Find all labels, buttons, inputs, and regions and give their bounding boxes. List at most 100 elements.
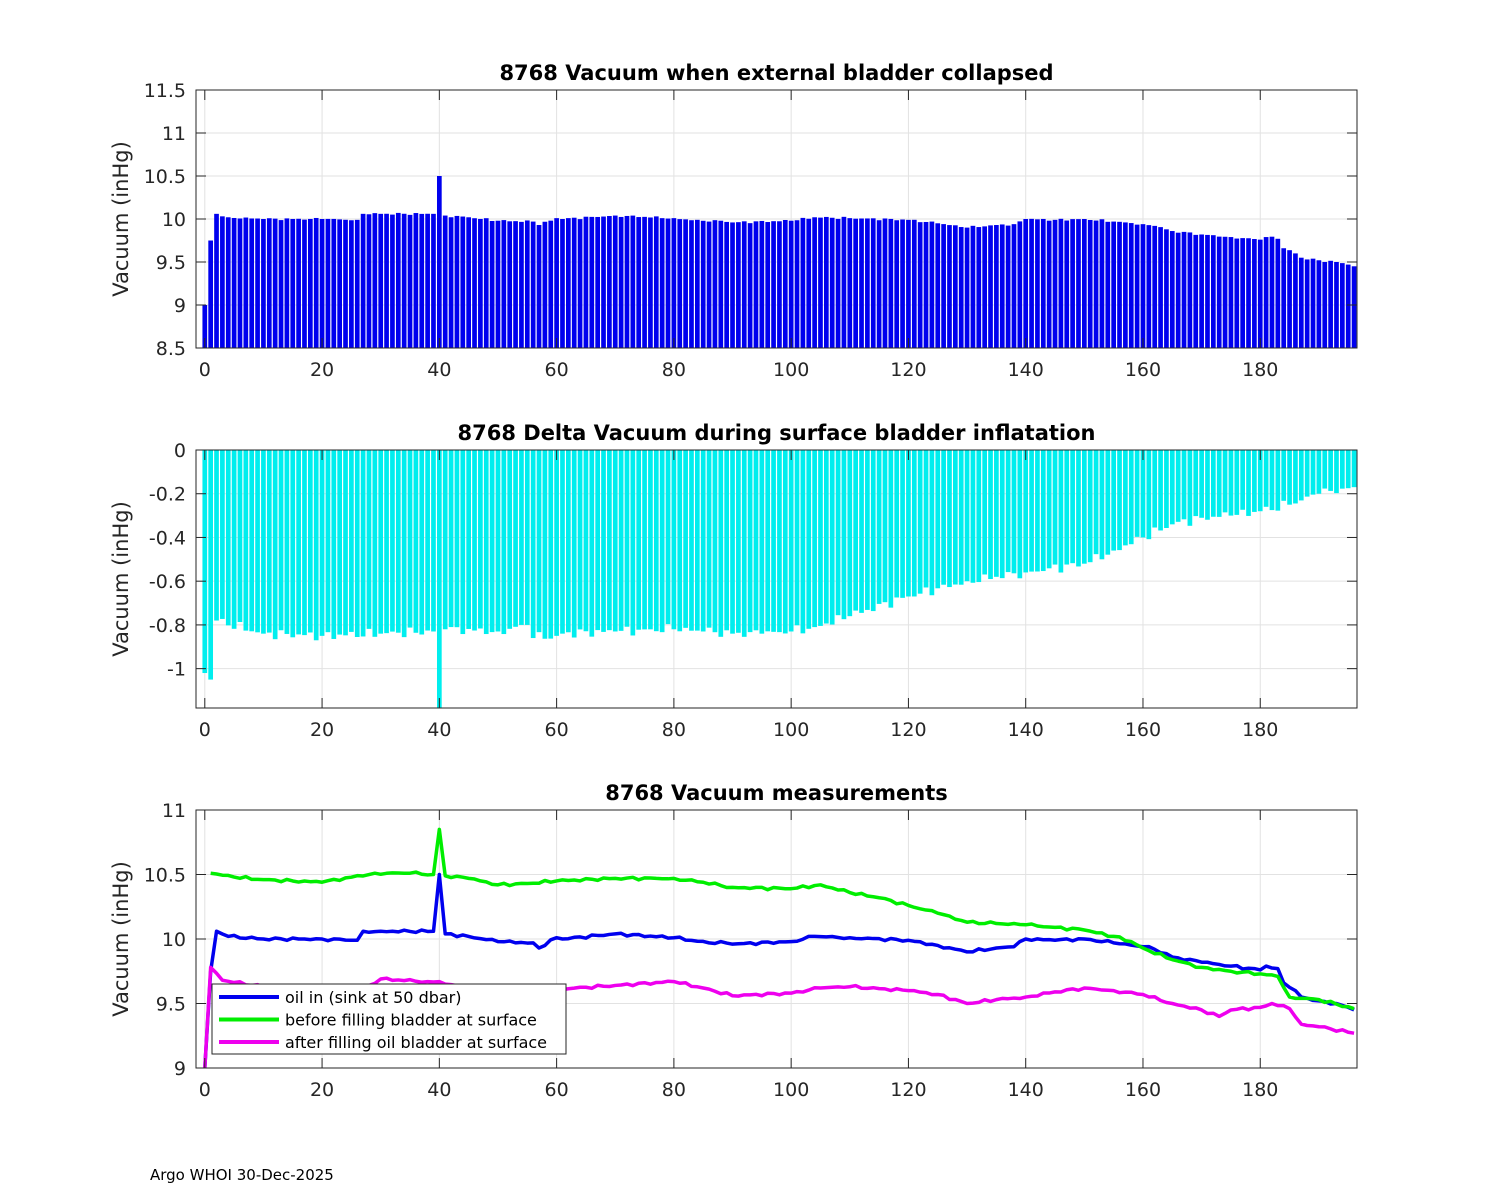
bar <box>478 450 483 629</box>
bar <box>847 450 853 617</box>
bar <box>507 450 513 629</box>
bar <box>782 450 788 634</box>
bar <box>1040 450 1046 572</box>
bar <box>431 450 436 632</box>
bar <box>724 221 730 348</box>
bar <box>1081 450 1087 564</box>
bar <box>1205 234 1210 348</box>
bar <box>771 221 776 348</box>
bar <box>612 215 618 348</box>
bar <box>331 218 337 348</box>
bar <box>507 221 513 348</box>
x-tick-label: 0 <box>199 1079 211 1101</box>
bar <box>436 450 442 708</box>
bar <box>220 450 225 619</box>
bar <box>1017 450 1023 579</box>
bar <box>214 450 219 621</box>
bar <box>442 215 448 348</box>
bar <box>448 450 454 628</box>
bar <box>313 217 319 348</box>
bar <box>243 450 249 631</box>
bar <box>472 450 477 631</box>
x-tick-label: 160 <box>1125 359 1161 381</box>
bar <box>1222 236 1228 348</box>
bar <box>607 216 612 348</box>
bar <box>812 217 817 348</box>
bar <box>395 450 401 633</box>
bar <box>255 218 260 348</box>
bar <box>777 450 782 633</box>
bar <box>1011 450 1017 574</box>
bar <box>876 450 882 604</box>
bar <box>601 450 606 632</box>
bar <box>988 225 993 348</box>
bar <box>753 450 759 631</box>
bar <box>548 450 554 639</box>
chart-title: 8768 Vacuum measurements <box>605 781 948 805</box>
bar <box>952 450 958 585</box>
bar <box>853 218 859 348</box>
bar <box>307 450 313 633</box>
bar <box>565 218 571 348</box>
bar <box>560 450 565 634</box>
bar <box>413 450 419 633</box>
bar <box>1070 450 1075 564</box>
bar <box>1040 218 1046 348</box>
bar <box>1058 450 1064 573</box>
x-tick-label: 0 <box>199 719 211 741</box>
bar <box>1146 450 1152 540</box>
bar <box>1263 237 1269 348</box>
bar <box>718 220 724 348</box>
bar <box>401 450 407 638</box>
bar <box>354 219 360 348</box>
bar <box>618 450 624 631</box>
x-tick-label: 140 <box>1008 719 1044 741</box>
bar <box>777 221 782 348</box>
bar <box>448 217 454 348</box>
bar <box>835 218 841 348</box>
bar <box>1035 219 1040 348</box>
bar <box>1328 450 1333 491</box>
bar <box>1064 450 1070 565</box>
bar <box>1029 450 1034 572</box>
bar <box>225 217 231 348</box>
bar <box>1246 238 1251 348</box>
bar <box>1275 450 1281 511</box>
y-tick-label: 9 <box>174 1058 186 1080</box>
bar <box>1152 225 1158 348</box>
bar <box>1076 219 1081 348</box>
legend-label: before filling bladder at surface <box>285 1011 537 1030</box>
bar <box>266 218 272 348</box>
bar <box>1316 450 1322 494</box>
bar <box>865 450 870 610</box>
bar <box>1023 219 1029 348</box>
bar <box>565 450 571 633</box>
series-line-before <box>210 827 1355 1011</box>
bar <box>999 450 1005 579</box>
bar <box>1035 450 1040 572</box>
bar <box>958 227 964 348</box>
x-tick-label: 40 <box>427 359 451 381</box>
legend-label: after filling oil bladder at surface <box>285 1033 547 1052</box>
y-axis-label: Vacuum (inHg) <box>109 141 133 297</box>
bar <box>1169 231 1175 348</box>
bar <box>630 215 636 348</box>
bar <box>1169 450 1175 525</box>
bar <box>947 450 952 588</box>
bar <box>1234 450 1240 515</box>
bar <box>1322 261 1328 348</box>
bar <box>1046 220 1052 348</box>
bar <box>636 450 642 630</box>
y-tick-label: 8.5 <box>156 338 186 360</box>
bar <box>472 218 477 348</box>
x-tick-label: 80 <box>662 719 686 741</box>
bar <box>489 450 495 633</box>
x-tick-label: 140 <box>1008 359 1044 381</box>
bar <box>917 222 923 348</box>
bar <box>524 450 530 625</box>
bar <box>454 215 460 348</box>
bar <box>823 450 829 624</box>
bar <box>683 219 688 348</box>
bar <box>1287 250 1292 348</box>
bar <box>202 450 208 674</box>
